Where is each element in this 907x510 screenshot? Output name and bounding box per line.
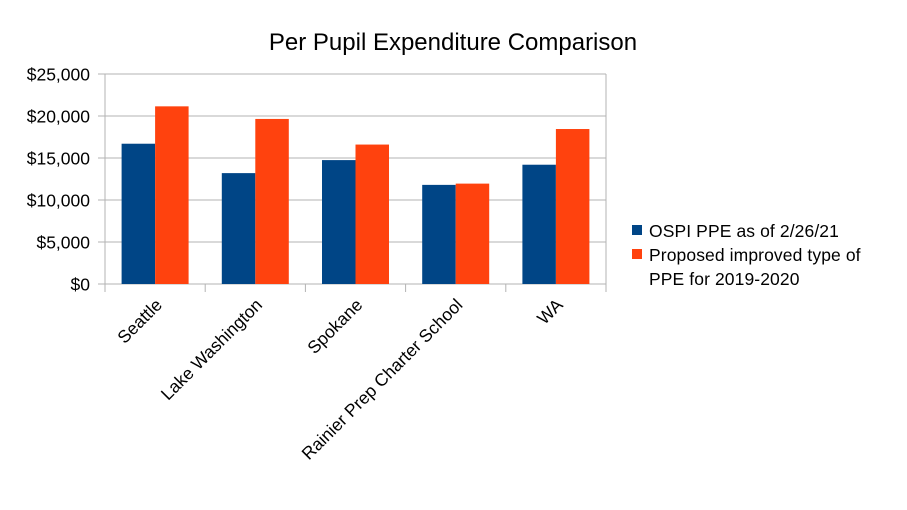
legend-item-ospi: OSPI PPE as of 2/26/21: [632, 219, 899, 243]
legend: OSPI PPE as of 2/26/21 Proposed improved…: [632, 219, 899, 291]
y-tick-label: $5,000: [36, 233, 90, 253]
bar-proposed-improved-type-o-lake-washington: [255, 118, 289, 284]
x-tick-label: Spokane: [303, 295, 366, 358]
y-tick-labels: $0 $5,000 $10,000 $15,000 $20,000 $25,000: [27, 65, 91, 295]
chart-title: Per Pupil Expenditure Comparison: [269, 29, 637, 56]
bar-ospi-ppe-as-of-2-26-21-lake-washington: [221, 173, 256, 284]
y-tick-label: $0: [71, 275, 91, 295]
bar-ospi-ppe-as-of-2-26-21-wa: [522, 164, 556, 284]
bar-proposed-improved-type-o-rainier-prep-charter-school: [455, 183, 490, 284]
y-tick-label: $25,000: [27, 65, 91, 85]
bar-ospi-ppe-as-of-2-26-21-spokane: [322, 160, 356, 284]
legend-label-ospi: OSPI PPE as of 2/26/21: [649, 221, 839, 241]
bar-ospi-ppe-as-of-2-26-21-rainier-prep-charter-school: [422, 184, 456, 284]
bar-proposed-improved-type-o-wa: [555, 129, 590, 284]
bars: [121, 106, 590, 284]
y-tick-label: $10,000: [27, 191, 91, 211]
legend-item-proposed: Proposed improved type of PPE for 2019-2…: [632, 243, 899, 291]
bar-proposed-improved-type-o-spokane: [355, 144, 389, 284]
x-tick-label: WA: [533, 294, 567, 328]
x-tick-label: Seattle: [113, 295, 166, 348]
bar-ospi-ppe-as-of-2-26-21-seattle: [121, 143, 156, 284]
y-tick-label: $15,000: [27, 149, 91, 169]
y-tick-label: $20,000: [27, 107, 91, 127]
legend-swatch-ospi: [632, 225, 642, 235]
legend-swatch-proposed: [632, 249, 642, 259]
x-tick-label: Rainier Prep Charter School: [298, 295, 467, 464]
bar-proposed-improved-type-o-seattle: [155, 106, 189, 284]
x-tick-label: Lake Washington: [157, 295, 266, 404]
legend-label-proposed: Proposed improved type of PPE for 2019-2…: [649, 245, 861, 289]
